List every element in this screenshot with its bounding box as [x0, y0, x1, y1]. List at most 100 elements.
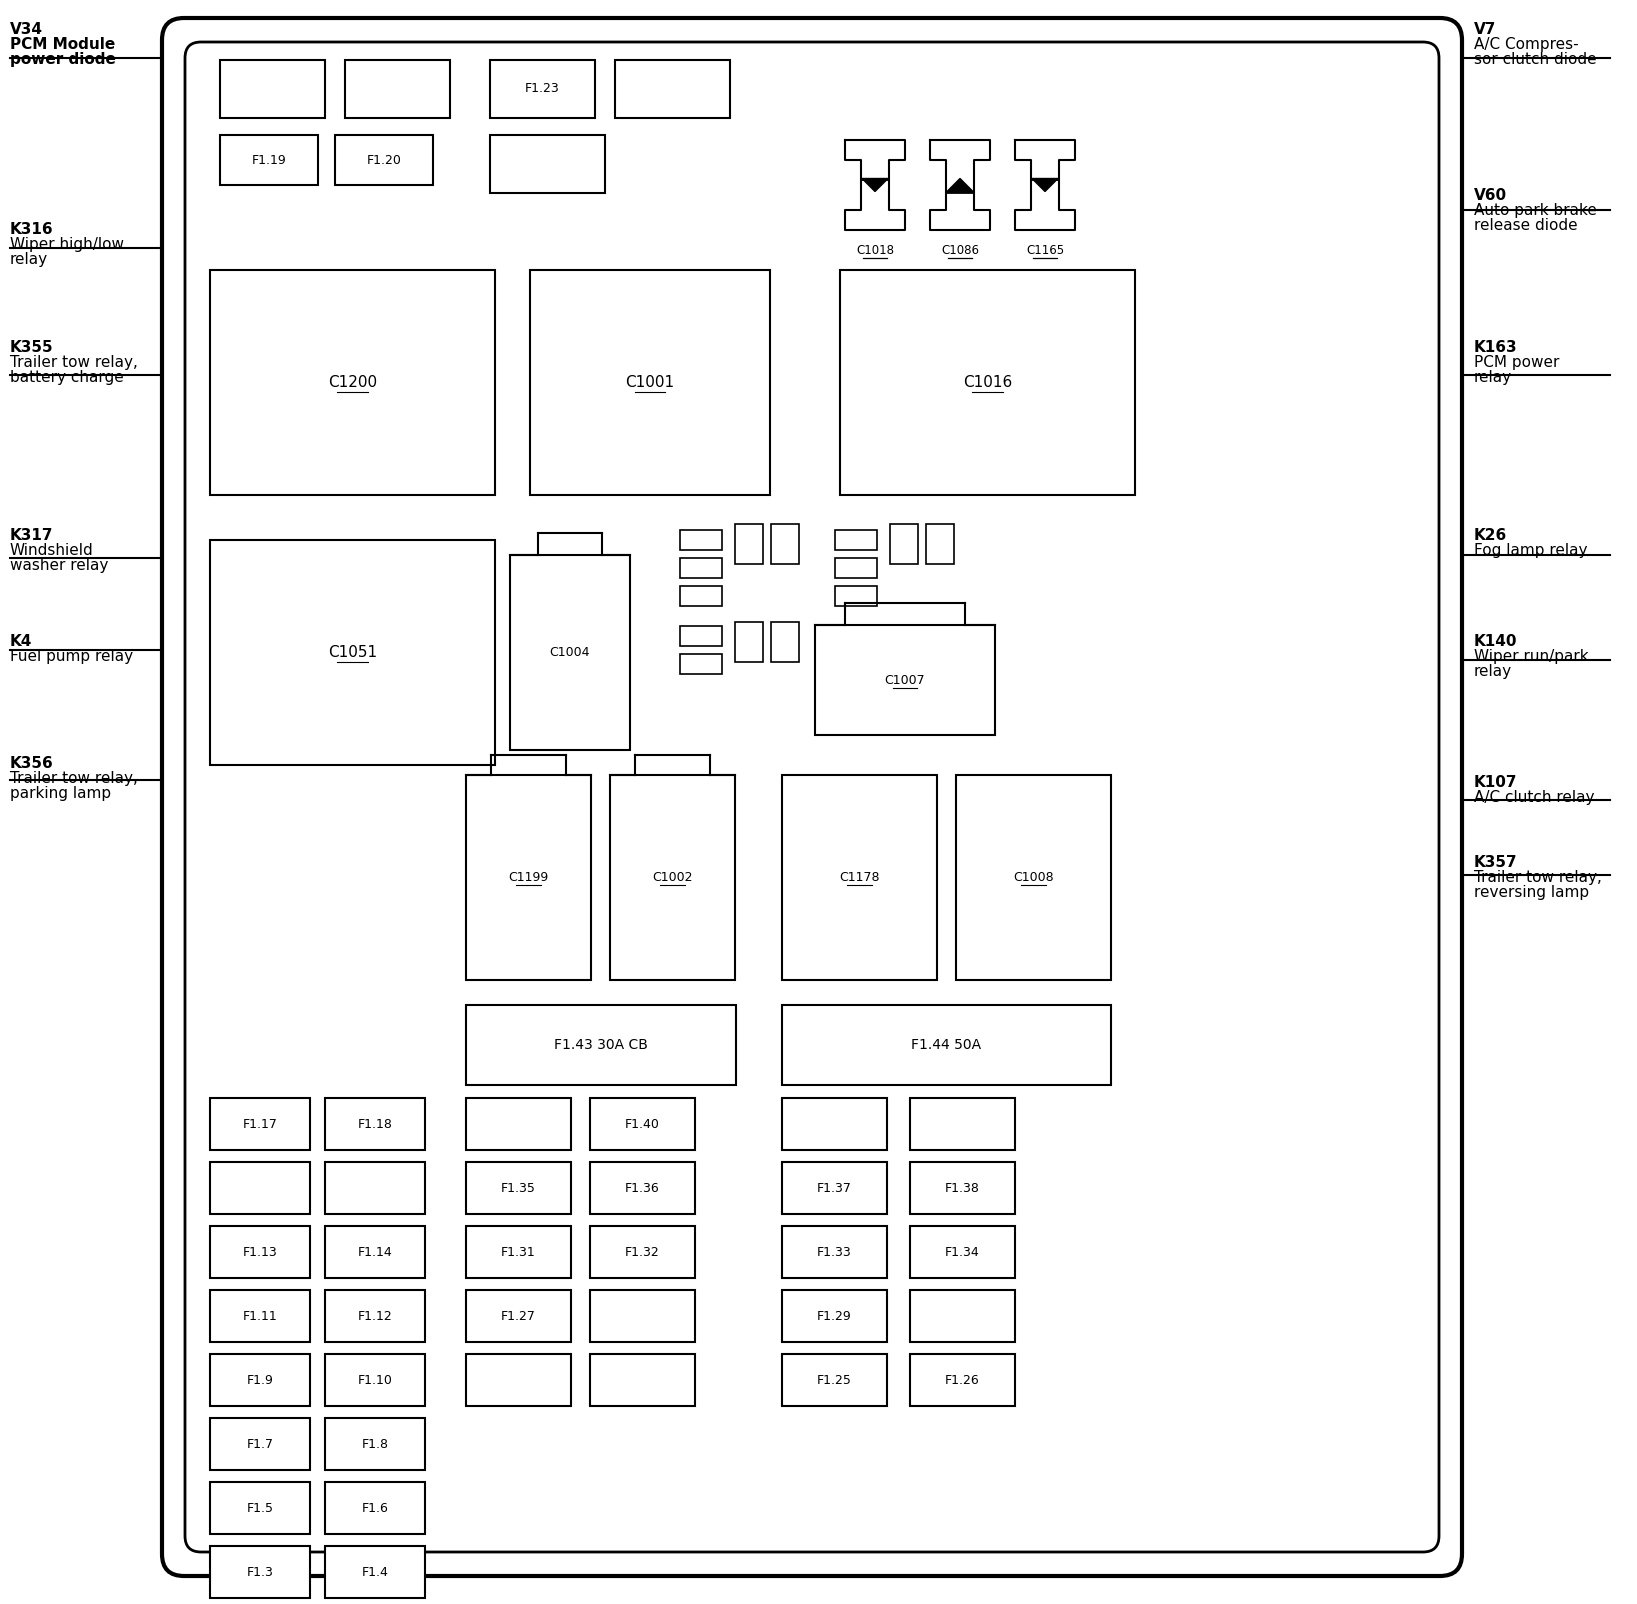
Polygon shape: [845, 140, 905, 229]
Polygon shape: [1015, 140, 1076, 229]
Text: Auto park brake: Auto park brake: [1473, 204, 1596, 218]
Bar: [210, 1354, 309, 1407]
Text: A/C clutch relay: A/C clutch relay: [1473, 791, 1594, 805]
Bar: [467, 775, 591, 980]
Bar: [326, 1546, 426, 1598]
Bar: [467, 1161, 571, 1214]
Bar: [530, 269, 769, 496]
Text: F1.37: F1.37: [817, 1182, 851, 1195]
Bar: [210, 1225, 309, 1278]
Bar: [210, 1418, 309, 1469]
Text: C1007: C1007: [884, 674, 925, 687]
Bar: [611, 775, 735, 980]
Bar: [326, 1225, 426, 1278]
Text: F1.26: F1.26: [945, 1373, 981, 1386]
Text: sor clutch diode: sor clutch diode: [1473, 51, 1596, 67]
Text: F1.4: F1.4: [362, 1566, 388, 1578]
Bar: [835, 529, 877, 550]
Bar: [210, 1161, 309, 1214]
Bar: [219, 59, 326, 119]
Text: F1.35: F1.35: [501, 1182, 535, 1195]
Text: F1.29: F1.29: [817, 1309, 851, 1323]
Text: F1.14: F1.14: [357, 1245, 393, 1259]
Text: F1.18: F1.18: [357, 1118, 393, 1131]
Text: C1200: C1200: [327, 375, 377, 390]
Bar: [782, 1099, 887, 1150]
Bar: [679, 558, 722, 577]
FancyBboxPatch shape: [185, 42, 1439, 1553]
Text: V60: V60: [1473, 188, 1508, 204]
Text: F1.32: F1.32: [625, 1245, 660, 1259]
Text: battery charge: battery charge: [10, 371, 124, 385]
Bar: [735, 622, 763, 662]
Text: F1.17: F1.17: [242, 1118, 277, 1131]
Bar: [210, 1290, 309, 1343]
Bar: [210, 1099, 309, 1150]
Bar: [489, 59, 594, 119]
Bar: [467, 1225, 571, 1278]
Bar: [467, 1290, 571, 1343]
Text: A/C Compres-: A/C Compres-: [1473, 37, 1578, 51]
Text: C1086: C1086: [941, 244, 979, 257]
Text: F1.31: F1.31: [501, 1245, 535, 1259]
Text: F1.23: F1.23: [525, 82, 560, 96]
Text: F1.7: F1.7: [247, 1437, 273, 1450]
Text: F1.10: F1.10: [357, 1373, 393, 1386]
Text: F1.20: F1.20: [367, 154, 401, 167]
Bar: [771, 622, 799, 662]
Bar: [326, 1099, 426, 1150]
Bar: [679, 529, 722, 550]
Bar: [840, 269, 1134, 496]
Text: F1.33: F1.33: [817, 1245, 851, 1259]
Bar: [589, 1225, 696, 1278]
Text: F1.11: F1.11: [242, 1309, 277, 1323]
Text: K357: K357: [1473, 855, 1517, 869]
Bar: [910, 1290, 1015, 1343]
Text: F1.5: F1.5: [247, 1501, 273, 1514]
Bar: [835, 558, 877, 577]
Text: F1.40: F1.40: [625, 1118, 660, 1131]
Polygon shape: [863, 178, 887, 191]
Text: Fuel pump relay: Fuel pump relay: [10, 650, 133, 664]
Text: F1.27: F1.27: [501, 1309, 535, 1323]
Text: K140: K140: [1473, 634, 1517, 650]
Text: F1.8: F1.8: [362, 1437, 388, 1450]
Bar: [467, 1006, 737, 1084]
Bar: [210, 1482, 309, 1533]
Text: C1199: C1199: [509, 871, 548, 884]
Text: K316: K316: [10, 221, 54, 237]
Bar: [835, 585, 877, 606]
Text: K26: K26: [1473, 528, 1508, 544]
Bar: [345, 59, 450, 119]
Polygon shape: [1031, 178, 1058, 191]
Bar: [219, 135, 318, 184]
Bar: [326, 1418, 426, 1469]
Text: F1.19: F1.19: [252, 154, 286, 167]
Bar: [735, 525, 763, 565]
Bar: [679, 654, 722, 674]
Bar: [679, 626, 722, 646]
Text: C1001: C1001: [625, 375, 674, 390]
Text: F1.9: F1.9: [247, 1373, 273, 1386]
Bar: [326, 1354, 426, 1407]
Text: relay: relay: [1473, 664, 1513, 678]
Text: F1.43 30A CB: F1.43 30A CB: [553, 1038, 648, 1052]
Polygon shape: [930, 140, 990, 229]
Text: Wiper high/low: Wiper high/low: [10, 237, 124, 252]
Text: C1165: C1165: [1026, 244, 1064, 257]
Bar: [782, 1225, 887, 1278]
Bar: [771, 525, 799, 565]
Bar: [927, 525, 954, 565]
Text: relay: relay: [10, 252, 47, 266]
Text: Trailer tow relay,: Trailer tow relay,: [10, 772, 138, 786]
Text: K356: K356: [10, 755, 54, 772]
Bar: [910, 1354, 1015, 1407]
Text: F1.3: F1.3: [247, 1566, 273, 1578]
Text: C1016: C1016: [963, 375, 1012, 390]
Bar: [326, 1482, 426, 1533]
Bar: [782, 1161, 887, 1214]
Text: Fog lamp relay: Fog lamp relay: [1473, 544, 1588, 558]
Text: C1002: C1002: [652, 871, 692, 884]
Bar: [589, 1354, 696, 1407]
Text: F1.36: F1.36: [625, 1182, 660, 1195]
